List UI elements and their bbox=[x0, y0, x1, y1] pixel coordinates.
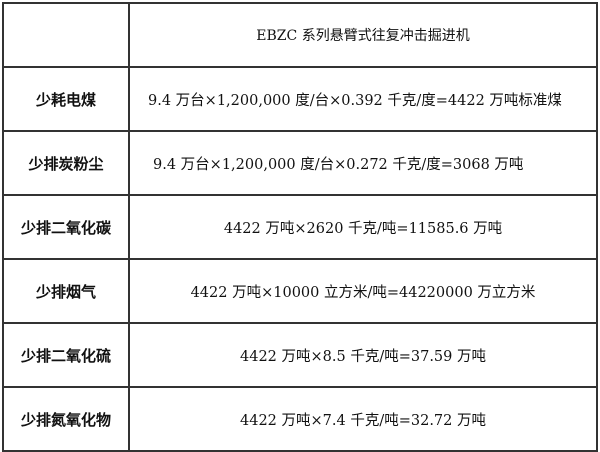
row-value: 4422 万吨×10000 立方米/吨=44220000 万立方米 bbox=[128, 258, 598, 324]
row-label: 少排炭粉尘 bbox=[2, 130, 130, 196]
row-value: 4422 万吨×8.5 千克/吨=37.59 万吨 bbox=[128, 322, 598, 388]
row-value: 9.4 万台×1,200,000 度/台×0.272 千克/度=3068 万吨 bbox=[128, 130, 598, 196]
row-label: 少排烟气 bbox=[2, 258, 130, 324]
table-row: 少排二氧化碳 4422 万吨×2620 千克/吨=11585.6 万吨 bbox=[2, 194, 598, 260]
row-label: 少排二氧化硫 bbox=[2, 322, 130, 388]
row-label: 少排二氧化碳 bbox=[2, 194, 130, 260]
row-value: 9.4 万台×1,200,000 度/台×0.392 千克/度=4422 万吨标… bbox=[128, 66, 598, 132]
table-row: 少排烟气 4422 万吨×10000 立方米/吨=44220000 万立方米 bbox=[2, 258, 598, 324]
header-empty-cell bbox=[2, 2, 130, 68]
row-value: 4422 万吨×7.4 千克/吨=32.72 万吨 bbox=[128, 386, 598, 452]
row-label: 少排氮氧化物 bbox=[2, 386, 130, 452]
header-title: EBZC 系列悬臂式往复冲击掘进机 bbox=[128, 2, 598, 68]
row-label: 少耗电煤 bbox=[2, 66, 130, 132]
table-row: 少排炭粉尘 9.4 万台×1,200,000 度/台×0.272 千克/度=30… bbox=[2, 130, 598, 196]
table-row: 少排二氧化硫 4422 万吨×8.5 千克/吨=37.59 万吨 bbox=[2, 322, 598, 388]
table-row: 少排氮氧化物 4422 万吨×7.4 千克/吨=32.72 万吨 bbox=[2, 386, 598, 452]
header-row: EBZC 系列悬臂式往复冲击掘进机 bbox=[2, 2, 598, 68]
table-row: 少耗电煤 9.4 万台×1,200,000 度/台×0.392 千克/度=442… bbox=[2, 66, 598, 132]
row-value: 4422 万吨×2620 千克/吨=11585.6 万吨 bbox=[128, 194, 598, 260]
